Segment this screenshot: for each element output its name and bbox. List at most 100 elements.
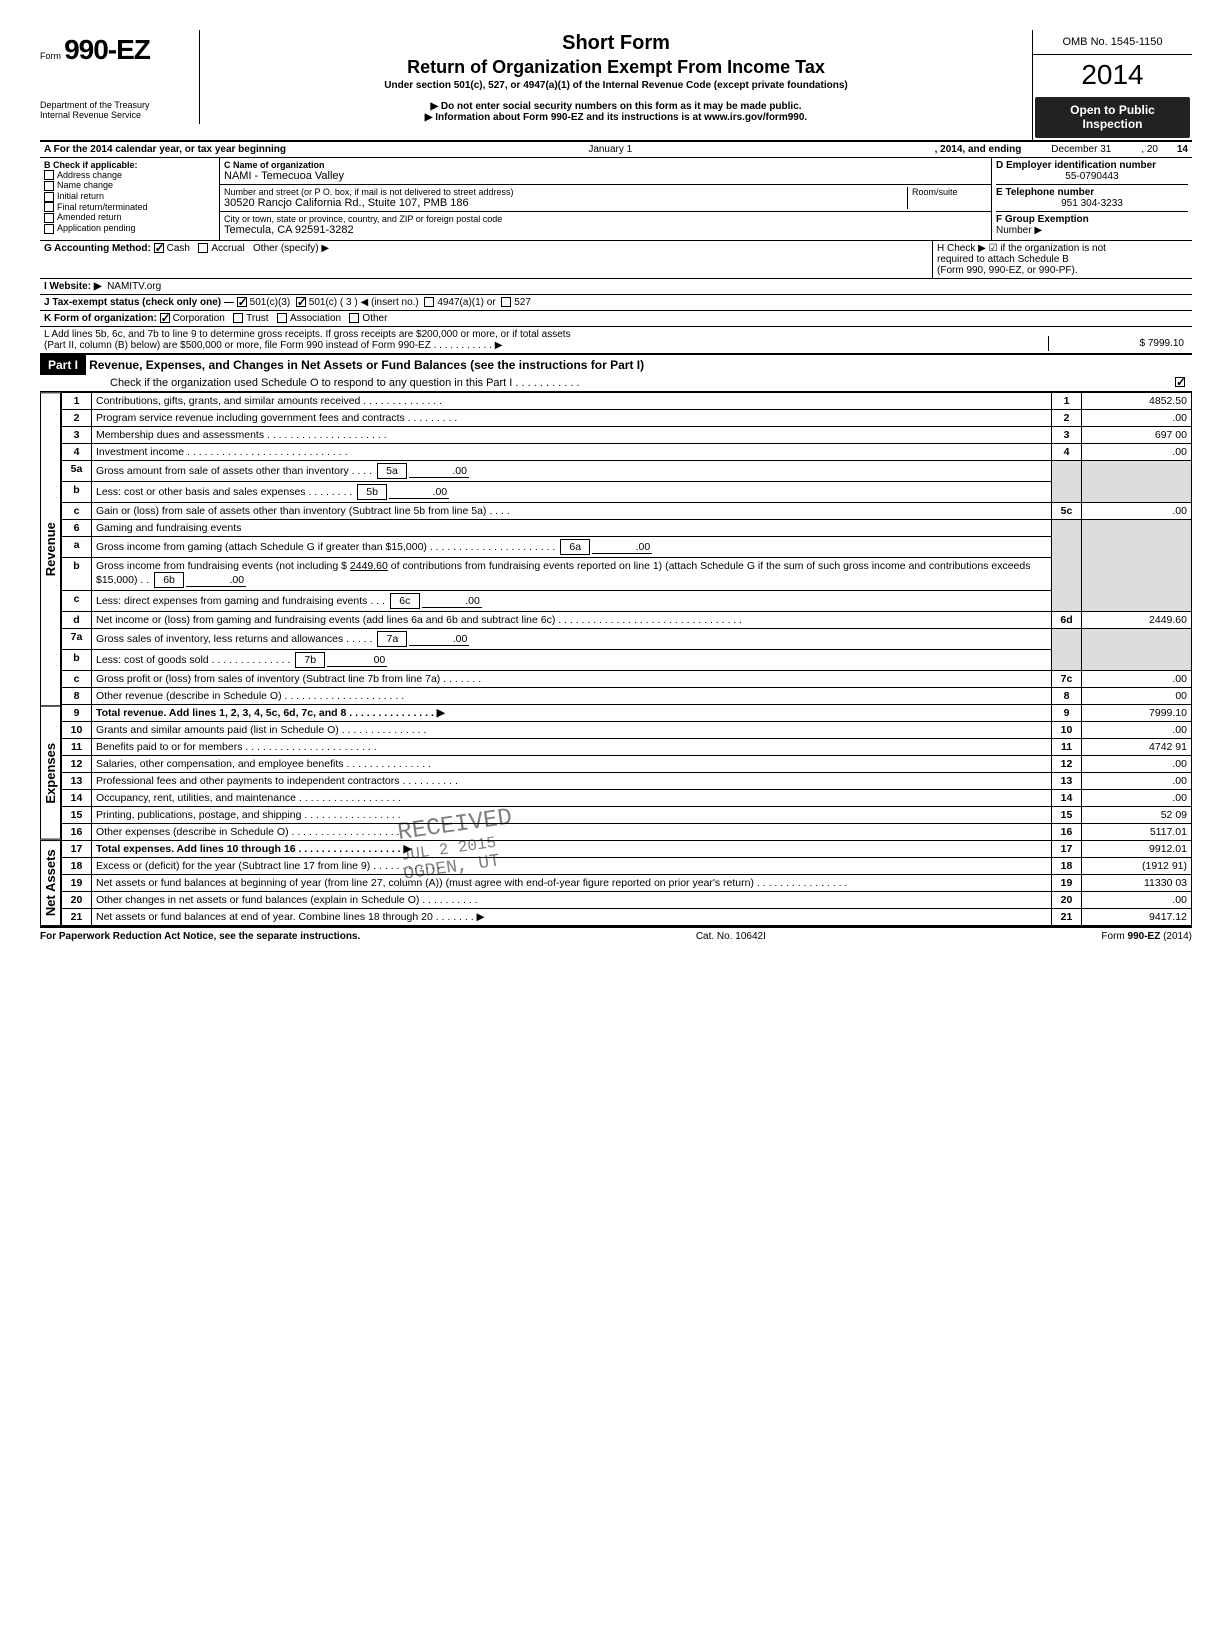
box-c-street-label: Number and street (or P O. box, if mail … (224, 187, 513, 197)
line-7c: cGross profit or (loss) from sales of in… (62, 670, 1192, 687)
line-8: 8Other revenue (describe in Schedule O) … (62, 687, 1192, 704)
right-box: OMB No. 1545-1150 2014 Open to Public In… (1032, 30, 1192, 140)
main-table-wrap: Revenue Expenses Net Assets 1Contributio… (40, 392, 1192, 926)
form-number: 990-EZ (64, 34, 150, 65)
line-18: 18Excess or (deficit) for the year (Subt… (62, 857, 1192, 874)
box-f-label2: Number ▶ (996, 225, 1042, 236)
box-d-label: D Employer identification number (996, 160, 1188, 171)
inspection-badge: Open to Public Inspection (1035, 97, 1190, 138)
box-k-label: K Form of organization: (44, 313, 157, 324)
line-15: 15Printing, publications, postage, and s… (62, 806, 1192, 823)
line-7b: bLess: cost of goods sold . . . . . . . … (62, 649, 1192, 670)
line-5a: 5aGross amount from sale of assets other… (62, 460, 1192, 481)
line-5b: bLess: cost or other basis and sales exp… (62, 481, 1192, 502)
row-k: K Form of organization: Corporation Trus… (40, 310, 1192, 326)
org-city: Temecula, CA 92591-3282 (224, 224, 354, 236)
row-j: J Tax-exempt status (check only one) — 5… (40, 294, 1192, 310)
box-def: D Employer identification number 55-0790… (992, 158, 1192, 240)
checkbox-assoc[interactable] (277, 313, 287, 323)
row-i: I Website: ▶ NAMITV.org (40, 278, 1192, 294)
box-b-item-4[interactable]: Amended return (44, 212, 215, 223)
room-suite-label: Room/suite (907, 187, 987, 209)
checkbox-schedule-o[interactable] (1175, 377, 1185, 387)
line-14: 14Occupancy, rent, utilities, and mainte… (62, 789, 1192, 806)
line-3: 3Membership dues and assessments . . . .… (62, 426, 1192, 443)
org-name: NAMI - Temecuoa Valley (224, 170, 344, 182)
checkbox-other-org[interactable] (349, 313, 359, 323)
lines-table: 1Contributions, gifts, grants, and simil… (61, 392, 1192, 926)
warning-2: ▶ Information about Form 990-EZ and its … (208, 112, 1024, 123)
box-b-item-1[interactable]: Name change (44, 180, 215, 191)
checkbox-501c3[interactable] (237, 297, 247, 307)
row-a: A For the 2014 calendar year, or tax yea… (40, 142, 1192, 157)
checkbox-corp[interactable] (160, 313, 170, 323)
part1-title: Revenue, Expenses, and Changes in Net As… (89, 358, 644, 372)
box-b-item-5[interactable]: Application pending (44, 223, 215, 234)
box-b-item-2[interactable]: Initial return (44, 191, 215, 202)
line-20: 20Other changes in net assets or fund ba… (62, 891, 1192, 908)
line-16: 16Other expenses (describe in Schedule O… (62, 823, 1192, 840)
line-17: 17Total expenses. Add lines 10 through 1… (62, 840, 1192, 857)
box-c: C Name of organization NAMI - Temecuoa V… (220, 158, 992, 240)
row-l: L Add lines 5b, 6c, and 7b to line 9 to … (40, 326, 1192, 353)
line-10: 10Grants and similar amounts paid (list … (62, 721, 1192, 738)
box-l-text1: L Add lines 5b, 6c, and 7b to line 9 to … (44, 329, 1048, 340)
section-bcdef: B Check if applicable: Address change Na… (40, 157, 1192, 240)
box-l-text2: (Part II, column (B) below) are $500,000… (44, 340, 1048, 351)
row-gh: G Accounting Method: Cash Accrual Other … (40, 240, 1192, 278)
box-f-label: F Group Exemption (996, 214, 1089, 225)
line-11: 11Benefits paid to or for members . . . … (62, 738, 1192, 755)
box-c-city-label: City or town, state or province, country… (224, 214, 502, 224)
checkbox-4947[interactable] (424, 297, 434, 307)
line-5c: cGain or (loss) from sale of assets othe… (62, 502, 1192, 519)
checkbox-trust[interactable] (233, 313, 243, 323)
row-a-year-prefix: , 20 (1141, 144, 1158, 155)
checkbox-accrual[interactable] (198, 243, 208, 253)
line-9: 9Total revenue. Add lines 1, 2, 3, 4, 5c… (62, 704, 1192, 721)
form-prefix: Form (40, 51, 61, 61)
form-id-block: Form 990-EZ Department of the Treasury I… (40, 30, 200, 124)
line-7a: 7aGross sales of inventory, less returns… (62, 628, 1192, 649)
footer-mid: Cat. No. 10642I (696, 931, 766, 942)
title-sub: Return of Organization Exempt From Incom… (208, 57, 1024, 78)
checkbox-501c[interactable] (296, 297, 306, 307)
box-i-label: I Website: ▶ (44, 281, 102, 292)
box-b: B Check if applicable: Address change Na… (40, 158, 220, 240)
part1-header-row: Part I Revenue, Expenses, and Changes in… (40, 353, 1192, 392)
line-2: 2Program service revenue including gover… (62, 409, 1192, 426)
vtab-revenue: Revenue (40, 392, 61, 706)
org-street: 30520 Rancjo California Rd., Stuite 107,… (224, 197, 469, 209)
box-c-name-label: C Name of organization (224, 160, 325, 170)
dept-treasury: Department of the Treasury Internal Reve… (40, 94, 191, 120)
row-a-begin: January 1 (286, 144, 935, 155)
part1-check-text: Check if the organization used Schedule … (110, 377, 1175, 389)
line-21: 21Net assets or fund balances at end of … (62, 908, 1192, 925)
website-value: NAMITV.org (107, 281, 161, 292)
ein-value: 55-0790443 (996, 171, 1188, 182)
phone-value: 951 304-3233 (996, 198, 1188, 209)
box-g-label: G Accounting Method: (44, 243, 151, 254)
line-6d: dNet income or (loss) from gaming and fu… (62, 611, 1192, 628)
box-e-label: E Telephone number (996, 187, 1188, 198)
line-4: 4Investment income . . . . . . . . . . .… (62, 443, 1192, 460)
line-13: 13Professional fees and other payments t… (62, 772, 1192, 789)
row-a-mid: , 2014, and ending (935, 144, 1022, 155)
line-12: 12Salaries, other compensation, and empl… (62, 755, 1192, 772)
line-6b: bGross income from fundraising events (n… (62, 557, 1192, 590)
box-b-item-0[interactable]: Address change (44, 170, 215, 181)
vtab-expenses: Expenses (40, 706, 61, 840)
row-a-end-year: 14 (1158, 144, 1188, 155)
box-h-line1: H Check ▶ ☑ if the organization is not (937, 243, 1188, 254)
title-under: Under section 501(c), 527, or 4947(a)(1)… (208, 80, 1024, 91)
checkbox-cash[interactable] (154, 243, 164, 253)
footer: For Paperwork Reduction Act Notice, see … (40, 928, 1192, 942)
warning-1: ▶ Do not enter social security numbers o… (208, 101, 1024, 112)
form-header: Form 990-EZ Department of the Treasury I… (40, 30, 1192, 140)
box-b-title: B Check if applicable: (44, 160, 215, 170)
tax-year: 2014 (1033, 55, 1192, 95)
footer-right: Form 990-EZ (2014) (1101, 931, 1192, 942)
box-j-label: J Tax-exempt status (check only one) — (44, 297, 234, 308)
checkbox-527[interactable] (501, 297, 511, 307)
box-b-item-3[interactable]: Final return/terminated (44, 202, 215, 213)
omb-number: OMB No. 1545-1150 (1033, 30, 1192, 55)
